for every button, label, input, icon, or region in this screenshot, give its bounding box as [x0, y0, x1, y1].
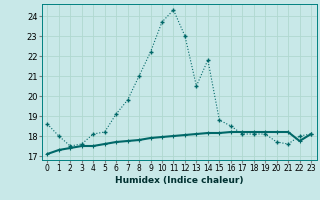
X-axis label: Humidex (Indice chaleur): Humidex (Indice chaleur) [115, 176, 244, 185]
